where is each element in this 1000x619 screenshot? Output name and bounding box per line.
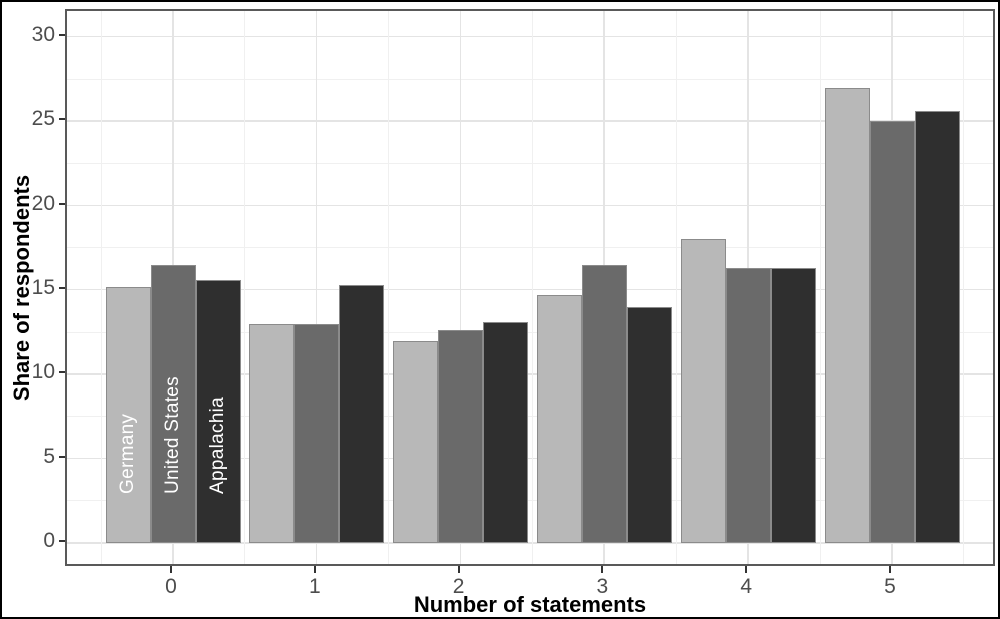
x-gridline-minor	[963, 11, 965, 564]
x-gridline-minor	[244, 11, 246, 564]
y-gridline-major	[67, 457, 993, 460]
y-tick-label: 10	[31, 360, 55, 384]
y-tick-mark	[59, 286, 65, 289]
x-gridline-major	[459, 11, 462, 564]
y-gridline-minor	[67, 247, 993, 249]
bar-germany-4	[680, 239, 726, 543]
x-gridline-minor	[532, 11, 533, 564]
x-tick-mark	[457, 566, 460, 573]
bar-appalachia-2	[483, 322, 529, 543]
y-gridline-minor	[67, 500, 993, 502]
y-gridline-major	[67, 542, 993, 544]
x-tick-mark	[313, 566, 316, 573]
y-tick-mark	[59, 371, 65, 374]
bar-series-label-text: Germany	[117, 413, 138, 494]
y-gridline-major	[67, 288, 993, 291]
x-gridline-minor	[100, 11, 102, 564]
bar-germany-5	[824, 87, 870, 543]
y-tick-mark	[59, 118, 65, 121]
bar-appalachia-0	[195, 279, 241, 543]
y-tick-mark	[59, 202, 65, 205]
y-tick-label: 0	[43, 529, 55, 552]
bar-united-states-5	[869, 121, 915, 543]
y-gridline-major	[67, 373, 993, 375]
x-axis-title-text: Number of statements	[413, 592, 647, 617]
y-tick-label: 25	[31, 107, 55, 131]
bar-series-label-text: Appalachia	[207, 396, 228, 494]
x-tick-label: 4	[740, 575, 753, 598]
y-tick-mark	[59, 33, 65, 36]
y-gridline-minor	[67, 78, 993, 80]
bar-united-states-2	[438, 330, 484, 543]
x-tick-mark	[170, 566, 172, 573]
y-tick-label: 5	[43, 444, 55, 468]
x-tick-label: 2	[452, 575, 465, 598]
y-gridline-minor	[67, 415, 993, 417]
x-tick-label: 1	[308, 575, 321, 598]
bar-united-states-4	[725, 268, 771, 543]
y-gridline-minor	[67, 162, 993, 164]
y-tick-mark	[59, 455, 65, 458]
plot-panel: Germany United States Appalachia	[65, 9, 995, 566]
bar-appalachia-4	[770, 268, 816, 543]
bar-germany-0	[105, 286, 151, 543]
y-tick-label: 15	[31, 275, 55, 299]
x-gridline-major	[315, 11, 318, 564]
y-gridline-major	[67, 120, 993, 122]
x-gridline-minor	[819, 11, 821, 564]
bar-germany-3	[536, 295, 582, 543]
y-gridline-major	[67, 35, 993, 38]
bar-appalachia-3	[626, 306, 672, 543]
bar-united-states-0	[150, 264, 196, 543]
x-tick-label: 0	[165, 575, 177, 598]
bar-appalachia-5	[914, 111, 960, 543]
x-tick-mark	[601, 566, 604, 573]
x-gridline-minor	[675, 11, 677, 564]
x-tick-mark	[889, 566, 891, 573]
y-gridline-minor	[67, 331, 993, 333]
bar-united-states-3	[581, 264, 627, 543]
y-tick-mark	[59, 540, 65, 542]
y-gridline-major	[67, 204, 993, 207]
bar-germany-2	[393, 340, 439, 543]
bar-appalachia-1	[339, 284, 385, 543]
bar-united-states-1	[294, 323, 340, 543]
y-tick-label: 30	[31, 22, 55, 46]
bar-series-label-text: United States	[162, 376, 183, 494]
bar-germany-1	[249, 323, 295, 543]
x-tick-label: 3	[596, 575, 609, 598]
y-tick-label: 20	[31, 191, 55, 215]
x-gridline-minor	[388, 11, 390, 564]
x-tick-mark	[745, 566, 748, 573]
x-tick-label: 5	[884, 575, 896, 598]
